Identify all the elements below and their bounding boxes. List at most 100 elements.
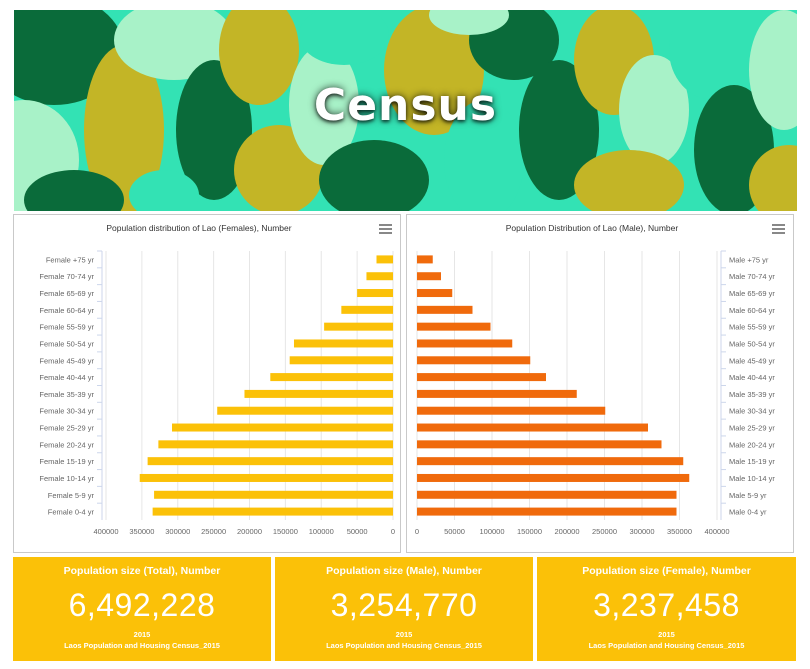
female-tick-label: 100000 <box>309 527 334 536</box>
kpi-total-title: Population size (Total), Number <box>63 565 221 577</box>
male-chart-menu-icon[interactable] <box>772 224 785 235</box>
female-category-label: Female 30-34 yr <box>39 407 94 416</box>
female-category-label: Female 70-74 yr <box>39 272 94 281</box>
hero-pattern <box>14 10 797 211</box>
female-tick-label: 150000 <box>273 527 298 536</box>
female-category-label: Female 40-44 yr <box>39 373 94 382</box>
male-bar[interactable] <box>417 507 677 516</box>
male-population-chart: Population Distribution of Lao (Male), N… <box>415 223 775 536</box>
kpi-female-value: 3,237,458 <box>593 587 740 623</box>
female-bar[interactable] <box>293 339 393 348</box>
kpi-male-value: 3,254,770 <box>330 587 478 623</box>
male-category-label: Male 40-44 yr <box>729 373 775 382</box>
female-category-label: Female 45-49 yr <box>39 356 94 365</box>
male-bar[interactable] <box>417 305 473 314</box>
female-category-label: Female 25-29 yr <box>39 424 94 433</box>
female-bar[interactable] <box>289 356 393 365</box>
female-category-label: Female 35-39 yr <box>39 390 94 399</box>
female-bar[interactable] <box>147 457 393 466</box>
kpi-total-card: Population size (Total), Number 6,492,22… <box>13 557 271 661</box>
male-bar[interactable] <box>417 490 677 499</box>
female-tick-label: 300000 <box>165 527 190 536</box>
kpi-male-year: 2015 <box>395 630 413 639</box>
male-category-label: Male 25-29 yr <box>729 424 775 433</box>
male-category-label: Male 10-14 yr <box>729 474 775 483</box>
male-bar[interactable] <box>417 389 577 398</box>
hero-banner: Census <box>14 10 797 211</box>
male-bar[interactable] <box>417 423 648 432</box>
female-bar[interactable] <box>376 255 393 264</box>
male-bar[interactable] <box>417 473 690 482</box>
female-tick-label: 250000 <box>201 527 226 536</box>
male-tick-label: 100000 <box>479 527 504 536</box>
male-category-label: Male 50-54 yr <box>729 339 775 348</box>
male-category-label: Male 60-64 yr <box>729 306 775 315</box>
female-tick-label: 50000 <box>347 527 368 536</box>
kpi-female-title: Population size (Female), Number <box>582 565 751 577</box>
kpi-female-card: Population size (Female), Number 3,237,4… <box>537 557 796 661</box>
male-category-label: Male 70-74 yr <box>729 272 775 281</box>
kpi-male-card: Population size (Male), Number 3,254,770… <box>275 557 533 661</box>
female-chart-title: Population distribution of Lao (Females)… <box>106 223 291 233</box>
male-bar[interactable] <box>417 440 662 449</box>
female-tick-label: 400000 <box>93 527 118 536</box>
male-bar[interactable] <box>417 356 531 365</box>
female-chart-panel: Population distribution of Lao (Females)… <box>13 214 401 553</box>
male-tick-label: 200000 <box>554 527 579 536</box>
female-tick-label: 0 <box>391 527 395 536</box>
male-tick-label: 400000 <box>704 527 729 536</box>
male-category-label: Male 55-59 yr <box>729 323 775 332</box>
male-bar[interactable] <box>417 457 684 466</box>
male-bar[interactable] <box>417 339 513 348</box>
female-bar[interactable] <box>270 373 393 382</box>
female-tick-label: 200000 <box>237 527 262 536</box>
female-bar[interactable] <box>154 490 393 499</box>
male-bar[interactable] <box>417 406 606 415</box>
male-bar[interactable] <box>417 322 491 331</box>
female-category-label: Female 60-64 yr <box>39 306 94 315</box>
female-population-chart: Population distribution of Lao (Females)… <box>39 223 395 536</box>
female-category-label: Female 10-14 yr <box>39 474 94 483</box>
female-bar[interactable] <box>366 272 393 281</box>
female-bar[interactable] <box>217 406 393 415</box>
male-tick-label: 50000 <box>444 527 465 536</box>
male-tick-label: 300000 <box>629 527 654 536</box>
kpi-total-year: 2015 <box>133 630 151 639</box>
female-bar[interactable] <box>152 507 393 516</box>
kpi-total-source: Laos Population and Housing Census_2015 <box>64 641 220 650</box>
hero-title: Census <box>313 80 498 131</box>
kpi-female-source: Laos Population and Housing Census_2015 <box>588 641 745 650</box>
female-category-label: Female 15-19 yr <box>39 457 94 466</box>
male-chart-title: Population Distribution of Lao (Male), N… <box>506 223 679 233</box>
male-category-label: Male +75 yr <box>729 255 769 264</box>
female-bar[interactable] <box>357 289 393 298</box>
kpi-female-year: 2015 <box>658 630 675 639</box>
male-bar[interactable] <box>417 255 433 264</box>
male-bar[interactable] <box>417 272 441 281</box>
male-chart-panel: Population Distribution of Lao (Male), N… <box>406 214 794 553</box>
male-bar[interactable] <box>417 373 546 382</box>
female-category-label: Female 0-4 yr <box>48 508 95 517</box>
female-bar[interactable] <box>244 389 393 398</box>
male-category-label: Male 5-9 yr <box>729 491 767 500</box>
female-bar[interactable] <box>158 440 393 449</box>
male-tick-label: 0 <box>415 527 419 536</box>
male-bar[interactable] <box>417 289 453 298</box>
female-tick-label: 350000 <box>129 527 154 536</box>
kpi-male-source: Laos Population and Housing Census_2015 <box>326 641 482 650</box>
female-chart-menu-icon[interactable] <box>379 224 392 235</box>
kpi-total-value: 6,492,228 <box>68 587 216 623</box>
male-category-label: Male 35-39 yr <box>729 390 775 399</box>
female-bar[interactable] <box>139 473 393 482</box>
female-bar[interactable] <box>324 322 393 331</box>
male-category-label: Male 0-4 yr <box>729 508 767 517</box>
female-category-label: Female +75 yr <box>46 255 95 264</box>
female-bar[interactable] <box>341 305 393 314</box>
male-category-label: Male 65-69 yr <box>729 289 775 298</box>
female-bar[interactable] <box>172 423 393 432</box>
male-category-label: Male 20-24 yr <box>729 440 775 449</box>
male-category-label: Male 15-19 yr <box>729 457 775 466</box>
male-category-label: Male 30-34 yr <box>729 407 775 416</box>
male-tick-label: 350000 <box>667 527 692 536</box>
male-category-label: Male 45-49 yr <box>729 356 775 365</box>
